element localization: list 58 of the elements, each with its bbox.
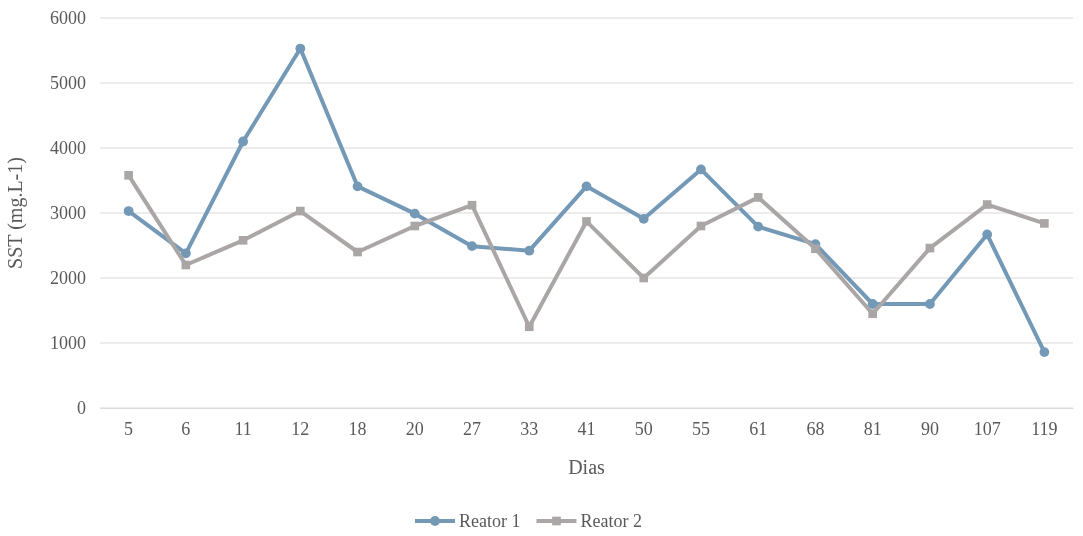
point xyxy=(638,213,649,224)
x-tick-label: 119 xyxy=(1031,418,1058,439)
x-tick-label: 27 xyxy=(463,418,482,439)
point xyxy=(467,200,477,210)
point xyxy=(524,322,534,332)
point xyxy=(409,208,420,219)
point xyxy=(353,247,362,257)
x-tick-label: 6 xyxy=(181,418,191,439)
x-tick-label: 81 xyxy=(863,418,882,439)
x-tick-label: 50 xyxy=(634,418,653,439)
x-tick-label: 41 xyxy=(577,418,596,439)
x-tick-label: 11 xyxy=(234,418,252,439)
x-tick-label: 33 xyxy=(520,418,539,439)
point xyxy=(753,193,763,202)
y-tick-label: 0 xyxy=(77,398,86,419)
point xyxy=(1040,219,1049,228)
y-tick-label: 5000 xyxy=(50,73,86,94)
point xyxy=(123,206,134,216)
point xyxy=(696,164,706,175)
point xyxy=(1039,347,1050,357)
point xyxy=(467,241,477,252)
point xyxy=(639,273,649,283)
y-tick-label: 6000 xyxy=(50,8,86,29)
point xyxy=(410,221,420,231)
y-tick-label: 4000 xyxy=(50,138,86,159)
x-tick-label: 18 xyxy=(348,418,367,439)
legend-label: Reator 2 xyxy=(580,511,642,531)
x-tick-label: 107 xyxy=(973,418,1001,439)
x-tick-label: 12 xyxy=(291,418,310,439)
point xyxy=(811,244,820,254)
x-tick-label: 90 xyxy=(920,418,939,439)
point xyxy=(180,248,191,259)
point xyxy=(581,181,592,192)
y-axis-title: SST (mg.L-1) xyxy=(4,157,27,269)
point xyxy=(124,170,133,180)
point xyxy=(238,235,248,245)
point xyxy=(982,229,993,240)
point xyxy=(925,299,935,309)
y-tick-label: 2000 xyxy=(50,268,86,289)
x-tick-label: 68 xyxy=(806,418,825,439)
point xyxy=(524,245,535,256)
point xyxy=(982,200,992,209)
point xyxy=(868,309,878,319)
point xyxy=(867,299,878,309)
point xyxy=(295,206,305,216)
x-tick-label: 61 xyxy=(749,418,768,439)
x-tick-label: 20 xyxy=(405,418,424,439)
x-tick-label: 55 xyxy=(691,418,710,439)
y-tick-label: 1000 xyxy=(50,333,86,354)
point xyxy=(582,217,591,226)
point xyxy=(753,221,764,232)
x-tick-label: 5 xyxy=(124,418,134,439)
legend-label: Reator 1 xyxy=(459,511,521,531)
point xyxy=(352,181,363,192)
y-tick-label: 3000 xyxy=(50,203,86,224)
x-axis-title: Dias xyxy=(568,456,606,478)
point xyxy=(238,136,248,147)
point xyxy=(295,43,306,54)
